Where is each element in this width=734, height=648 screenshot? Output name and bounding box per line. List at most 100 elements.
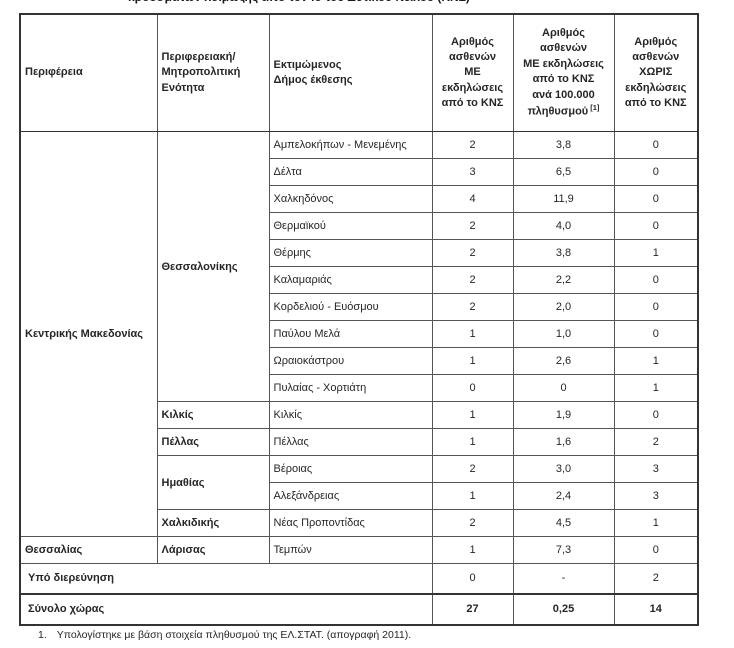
with-cns-value: 1 <box>431 320 514 348</box>
without-cns-value: 0 <box>613 131 699 159</box>
municipality-cell: Αμπελοκήπων - Μενεμένης <box>268 131 433 159</box>
col-header-unit: Περιφερειακή/ Μητροπολιτική Ενότητα <box>156 13 270 132</box>
with-cns-total: 27 <box>431 592 514 625</box>
per-100k-total: 0,25 <box>512 592 615 625</box>
per-100k-value: 1,6 <box>512 428 615 456</box>
municipality-cell: Πυλαίας - Χορτιάτη <box>268 374 433 402</box>
without-cns-value: 0 <box>613 185 699 213</box>
table-row: Θερμαϊκού 2 4,0 0 <box>20 212 699 240</box>
table-row: Θέρμης 2 3,8 1 <box>20 239 699 267</box>
municipality-cell: Δέλτα <box>268 158 433 186</box>
per-100k-value: 3,8 <box>512 239 615 267</box>
without-cns-value: 0 <box>613 293 699 321</box>
with-cns-value: 1 <box>431 401 514 429</box>
without-cns-value: 0 <box>613 212 699 240</box>
under-investigation-row: Υπό διερεύνηση 0 - 2 <box>19 563 699 594</box>
country-total-label: Σύνολο χώρας <box>19 592 433 625</box>
with-cns-value: 2 <box>431 131 514 159</box>
with-cns-value: 2 <box>431 212 514 240</box>
per-100k-value: 1,9 <box>512 401 615 429</box>
without-cns-value: 0 <box>613 536 699 564</box>
with-cns-value: 3 <box>431 158 514 186</box>
unit-cell: Πέλλας <box>156 428 270 456</box>
table-row: Παύλου Μελά 1 1,0 0 <box>20 320 699 348</box>
per-100k-value: 3,8 <box>512 131 615 159</box>
with-cns-value: 2 <box>431 455 514 483</box>
col-header-with-cns: Αριθμός ασθενών ΜΕ εκδηλώσεις από το ΚΝΣ <box>431 13 514 132</box>
per-100k-value: 1,0 <box>512 320 615 348</box>
without-cns-value: 3 <box>613 455 699 483</box>
table-row: Καλαμαριάς 2 2,2 0 <box>20 266 699 294</box>
municipality-cell: Χαλκηδόνος <box>268 185 433 213</box>
municipality-cell: Τεμπών <box>268 536 433 564</box>
without-cns-value: 0 <box>613 320 699 348</box>
table-row: Θεσσαλίας Λάρισας Τεμπών 1 7,3 0 <box>19 536 699 564</box>
municipality-cell: Βέροιας <box>268 455 433 483</box>
table-row: Ημαθίας Βέροιας 2 3,0 3 <box>20 455 699 510</box>
per-100k-value: 2,4 <box>512 482 615 510</box>
unit-cell: Κιλκίς <box>156 401 270 429</box>
with-cns-value: 0 <box>431 374 514 402</box>
without-cns-value: 1 <box>613 374 699 402</box>
without-cns-value: 1 <box>613 239 699 267</box>
with-cns-value: 1 <box>431 536 514 564</box>
under-investigation-label: Υπό διερεύνηση <box>19 563 433 594</box>
without-cns-value: 3 <box>613 482 699 510</box>
footnote: 1. Υπολογίστηκε με βάση στοιχεία πληθυσμο… <box>38 629 411 641</box>
table-header-row: Περιφέρεια Περιφερειακή/ Μητροπολιτική Ε… <box>19 13 699 132</box>
per-100k-value: 0 <box>512 374 615 402</box>
municipality-cell: Πέλλας <box>268 428 433 456</box>
per-100k-value: 2,2 <box>512 266 615 294</box>
with-cns-value: 1 <box>431 482 514 510</box>
unit-cell: Ημαθίας <box>156 455 270 510</box>
unit-cell: Χαλκιδικής <box>156 509 270 537</box>
per-100k-value: 3,0 <box>512 455 615 483</box>
municipality-cell: Παύλου Μελά <box>268 320 433 348</box>
municipality-cell: Ωραιοκάστρου <box>268 347 433 375</box>
with-cns-value: 2 <box>431 509 514 537</box>
with-cns-value: 2 <box>431 293 514 321</box>
without-cns-value: 0 <box>613 401 699 429</box>
with-cns-value: 0 <box>431 563 514 594</box>
table-row: Κορδελιού - Ευόσμου 2 2,0 0 <box>20 293 699 321</box>
with-cns-value: 2 <box>431 239 514 267</box>
col-header-per-100k-text: Αριθμός ασθενών ΜΕ εκδηλώσεις από το ΚΝΣ… <box>523 27 604 118</box>
per-100k-value: 11,9 <box>512 185 615 213</box>
without-cns-value: 2 <box>613 563 699 594</box>
municipality-cell: Κορδελιού - Ευόσμου <box>268 293 433 321</box>
table-row: Δέλτα 3 6,5 0 <box>20 158 699 186</box>
without-cns-value: 0 <box>613 158 699 186</box>
with-cns-value: 1 <box>431 347 514 375</box>
municipality-cell: Νέας Προποντίδας <box>268 509 433 537</box>
region-cell: Κεντρικής Μακεδονίας <box>19 131 158 537</box>
municipality-cell: Θερμαϊκού <box>268 212 433 240</box>
per-100k-value: 7,3 <box>512 536 615 564</box>
municipality-cell: Θέρμης <box>268 239 433 267</box>
footnote-reference: [1] <box>590 102 600 112</box>
per-100k-value: 4,0 <box>512 212 615 240</box>
cases-table: Περιφέρεια Περιφερειακή/ Μητροπολιτική Ε… <box>19 13 699 626</box>
unit-cell: Θεσσαλονίκης <box>156 131 270 402</box>
per-100k-value: 2,6 <box>512 347 615 375</box>
table-row: Πέλλας Πέλλας 1 1,6 2 <box>20 428 699 456</box>
footnote-number: 1. <box>38 629 47 641</box>
country-total-row: Σύνολο χώρας 27 0,25 14 <box>19 592 699 625</box>
per-100k-value: 2,0 <box>512 293 615 321</box>
col-header-without-cns: Αριθμός ασθενών ΧΩΡΙΣ εκδηλώσεις από το … <box>613 13 699 132</box>
col-header-municipality: Εκτιμώμενος Δήμος έκθεσης <box>268 13 433 132</box>
with-cns-value: 1 <box>431 428 514 456</box>
municipality-cell: Καλαμαριάς <box>268 266 433 294</box>
without-cns-total: 14 <box>613 592 699 625</box>
without-cns-value: 1 <box>613 509 699 537</box>
table-row: Χαλκηδόνος 4 11,9 0 <box>20 185 699 213</box>
without-cns-value: 1 <box>613 347 699 375</box>
without-cns-value: 0 <box>613 266 699 294</box>
clipped-caption: κρουσμάτων λοίμωξης από τον ιό του Δυτικ… <box>128 0 498 5</box>
table-row: Κιλκίς Κιλκίς 1 1,9 0 <box>20 401 699 429</box>
without-cns-value: 2 <box>613 428 699 456</box>
per-100k-value: - <box>512 563 615 594</box>
table-row: Κεντρικής Μακεδονίας Θεσσαλονίκης Αμπελο… <box>19 131 699 537</box>
unit-cell: Λάρισας <box>156 536 270 564</box>
clipped-caption-text: κρουσμάτων λοίμωξης από τον ιό του Δυτικ… <box>128 0 498 4</box>
